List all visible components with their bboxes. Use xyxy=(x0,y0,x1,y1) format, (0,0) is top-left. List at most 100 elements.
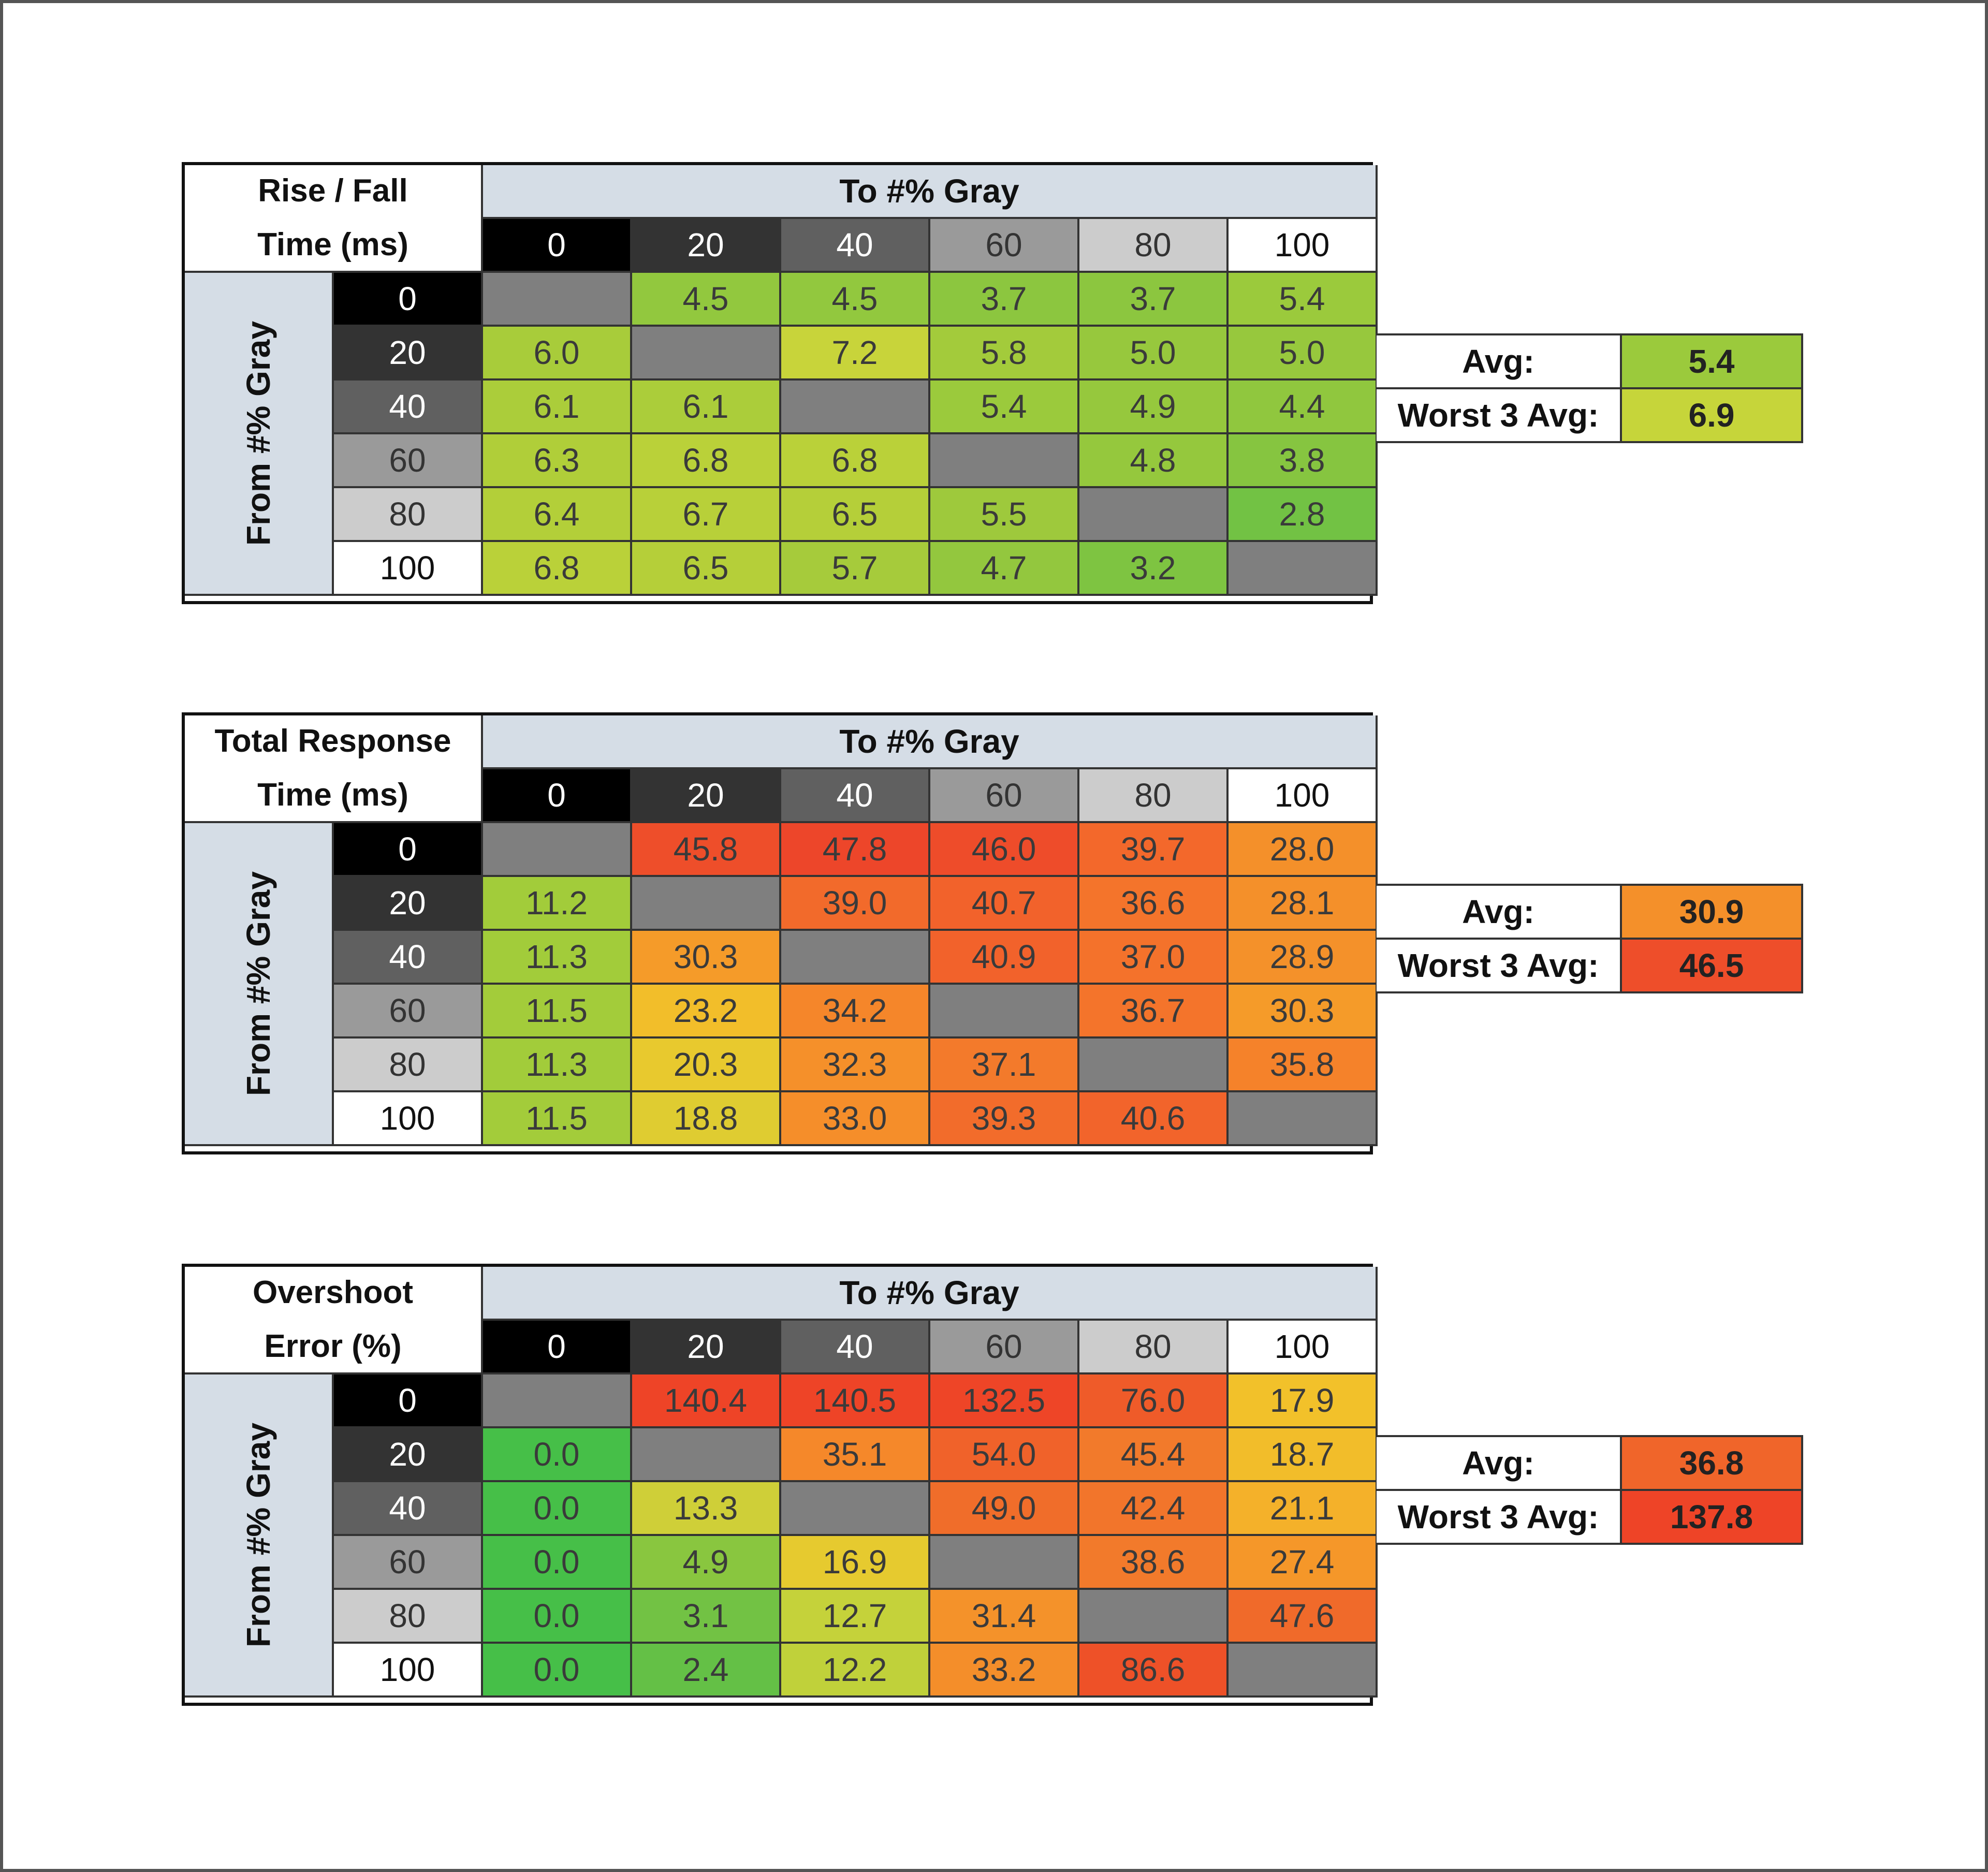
data-cell: 30.3 xyxy=(1229,985,1378,1039)
column-header: 0 xyxy=(483,769,632,823)
data-cell: 6.8 xyxy=(781,434,930,488)
data-cell: 0.0 xyxy=(483,1482,632,1536)
data-cell: 140.4 xyxy=(632,1374,781,1428)
worst3-avg-value: 46.5 xyxy=(1620,940,1803,993)
from-gray-label: From #% Gray xyxy=(240,1423,277,1647)
table-title: Total Response Time (ms) xyxy=(185,715,483,823)
diagonal-cell xyxy=(930,1536,1079,1590)
data-cell: 54.0 xyxy=(930,1428,1079,1482)
data-cell: 11.3 xyxy=(483,931,632,985)
table-title: Overshoot Error (%) xyxy=(185,1267,483,1374)
table-title-line: Time (ms) xyxy=(257,777,408,813)
data-cell: 49.0 xyxy=(930,1482,1079,1536)
data-cell: 6.1 xyxy=(483,381,632,434)
avg-label: Avg: xyxy=(1377,1437,1620,1491)
summary-box: Avg: 36.8 Worst 3 Avg: 137.8 xyxy=(1377,1435,1803,1545)
data-cell: 37.1 xyxy=(930,1039,1079,1092)
data-cell: 16.9 xyxy=(781,1536,930,1590)
table-title-line: Time (ms) xyxy=(257,227,408,262)
diagonal-cell xyxy=(483,273,632,327)
column-header: 20 xyxy=(632,769,781,823)
data-cell: 40.9 xyxy=(930,931,1079,985)
from-gray-label: From #% Gray xyxy=(240,871,277,1096)
worst3-avg-label: Worst 3 Avg: xyxy=(1377,1491,1620,1545)
data-cell: 35.1 xyxy=(781,1428,930,1482)
data-cell: 2.4 xyxy=(632,1644,781,1698)
data-cell: 5.8 xyxy=(930,327,1079,381)
data-cell: 7.2 xyxy=(781,327,930,381)
data-cell: 4.5 xyxy=(781,273,930,327)
data-cell: 36.6 xyxy=(1079,877,1229,931)
heatmap-table: Total Response Time (ms) To #% Gray 0 20 40 60… xyxy=(182,712,1378,1154)
diagonal-cell xyxy=(632,327,781,381)
table-title: Rise / Fall Time (ms) xyxy=(185,165,483,273)
data-cell: 4.5 xyxy=(632,273,781,327)
heatmap-table: Rise / Fall Time (ms) To #% Gray 0 20 40 60 80 1… xyxy=(182,162,1378,604)
data-cell: 47.8 xyxy=(781,823,930,877)
data-cell: 4.9 xyxy=(1079,381,1229,434)
diagonal-cell xyxy=(1229,1092,1378,1146)
row-header: 0 xyxy=(334,1374,483,1428)
avg-value: 5.4 xyxy=(1620,335,1803,389)
data-cell: 5.4 xyxy=(930,381,1079,434)
data-cell: 6.3 xyxy=(483,434,632,488)
table-title-line: Total Response xyxy=(214,723,451,759)
column-header: 60 xyxy=(930,219,1079,273)
data-cell: 40.7 xyxy=(930,877,1079,931)
data-cell: 36.7 xyxy=(1079,985,1229,1039)
to-gray-header: To #% Gray xyxy=(483,715,1378,769)
data-cell: 33.0 xyxy=(781,1092,930,1146)
column-header: 0 xyxy=(483,219,632,273)
data-cell: 34.2 xyxy=(781,985,930,1039)
to-gray-header: To #% Gray xyxy=(483,165,1378,219)
data-cell: 39.0 xyxy=(781,877,930,931)
row-header: 40 xyxy=(334,1482,483,1536)
data-cell: 6.7 xyxy=(632,488,781,542)
column-header: 60 xyxy=(930,1321,1079,1374)
column-header: 40 xyxy=(781,219,930,273)
table-title-line: Error (%) xyxy=(264,1328,402,1364)
diagonal-cell xyxy=(781,1482,930,1536)
data-cell: 4.8 xyxy=(1079,434,1229,488)
avg-value: 30.9 xyxy=(1620,886,1803,940)
data-cell: 12.2 xyxy=(781,1644,930,1698)
data-cell: 39.3 xyxy=(930,1092,1079,1146)
row-header: 80 xyxy=(334,488,483,542)
data-cell: 32.3 xyxy=(781,1039,930,1092)
data-cell: 33.2 xyxy=(930,1644,1079,1698)
column-header: 100 xyxy=(1229,769,1378,823)
avg-value: 36.8 xyxy=(1620,1437,1803,1491)
data-cell: 6.8 xyxy=(483,542,632,596)
column-header: 80 xyxy=(1079,219,1229,273)
data-cell: 30.3 xyxy=(632,931,781,985)
data-cell: 46.0 xyxy=(930,823,1079,877)
column-header: 40 xyxy=(781,1321,930,1374)
diagonal-cell xyxy=(1229,542,1378,596)
diagonal-cell xyxy=(930,985,1079,1039)
diagonal-cell xyxy=(483,823,632,877)
row-header: 100 xyxy=(334,542,483,596)
data-cell: 4.7 xyxy=(930,542,1079,596)
data-cell: 6.0 xyxy=(483,327,632,381)
table-title-line: Overshoot xyxy=(252,1275,414,1310)
row-header: 40 xyxy=(334,381,483,434)
row-header: 100 xyxy=(334,1644,483,1698)
column-header: 80 xyxy=(1079,1321,1229,1374)
avg-label: Avg: xyxy=(1377,335,1620,389)
diagonal-cell xyxy=(781,931,930,985)
data-cell: 11.3 xyxy=(483,1039,632,1092)
diagonal-cell xyxy=(632,877,781,931)
row-header: 20 xyxy=(334,877,483,931)
data-cell: 3.7 xyxy=(1079,273,1229,327)
data-cell: 42.4 xyxy=(1079,1482,1229,1536)
worst3-avg-value: 137.8 xyxy=(1620,1491,1803,1545)
data-cell: 0.0 xyxy=(483,1590,632,1644)
row-header: 40 xyxy=(334,931,483,985)
data-cell: 76.0 xyxy=(1079,1374,1229,1428)
from-gray-header: From #% Gray xyxy=(185,273,334,596)
data-cell: 6.8 xyxy=(632,434,781,488)
row-header: 0 xyxy=(334,823,483,877)
data-cell: 3.2 xyxy=(1079,542,1229,596)
data-cell: 18.8 xyxy=(632,1092,781,1146)
data-cell: 21.1 xyxy=(1229,1482,1378,1536)
